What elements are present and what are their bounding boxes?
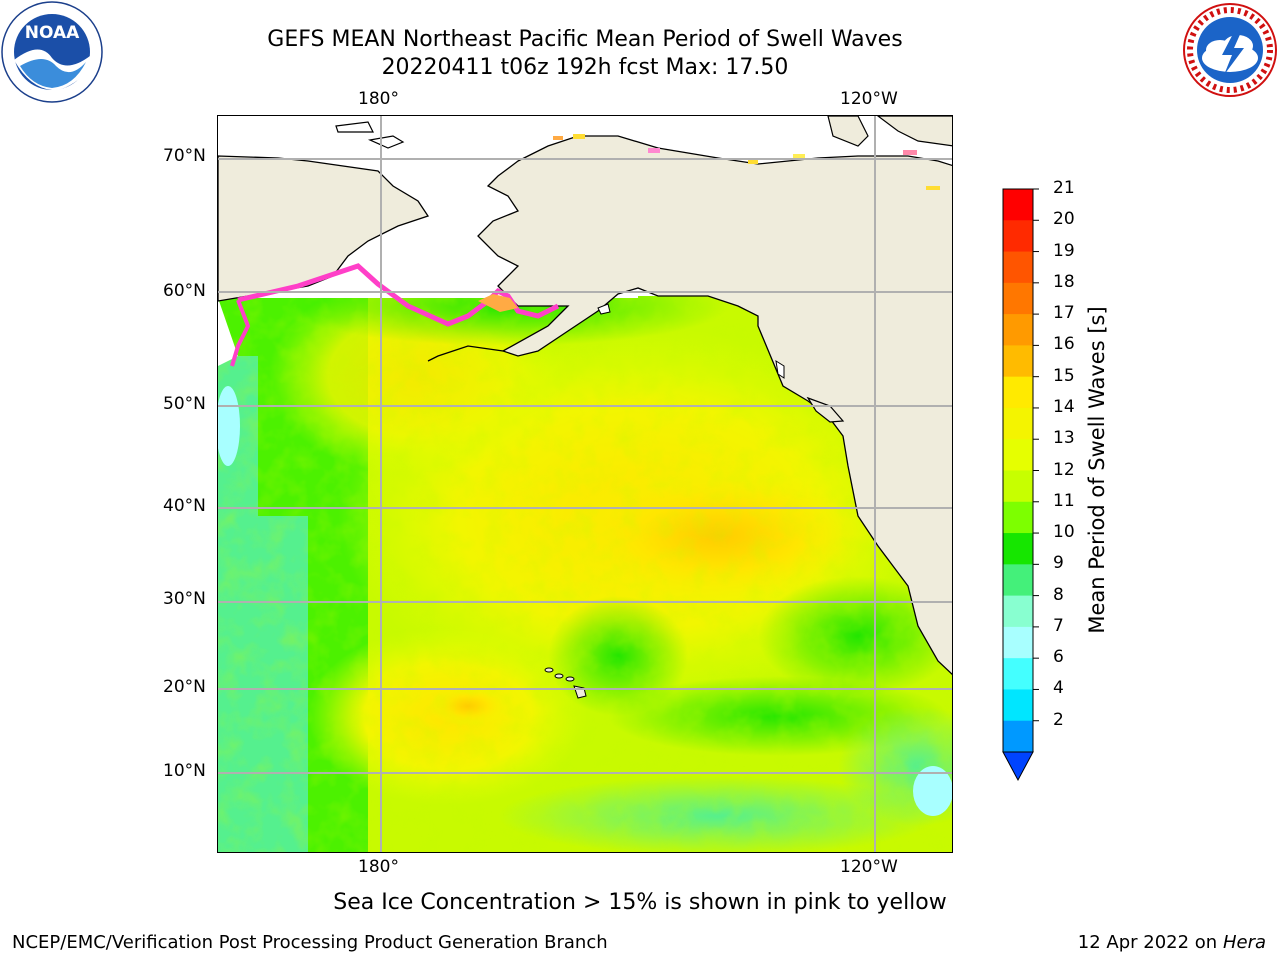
land-arctic-island-2 <box>877 116 952 147</box>
land-north-america <box>477 135 952 676</box>
colorbar-segment <box>1003 533 1033 565</box>
noaa-logo: NOAA <box>0 0 104 104</box>
chart-title: GEFS MEAN Northeast Pacific Mean Period … <box>267 27 903 52</box>
colorbar-tick-label: 2 <box>1053 709 1064 730</box>
colorbar-tick-label: 4 <box>1053 678 1064 699</box>
colorbar-tick-label: 17 <box>1053 303 1075 324</box>
colorbar-segment <box>1003 658 1033 690</box>
lat-tick-30n: 30°N <box>163 589 206 609</box>
kodiak-island <box>597 303 611 315</box>
colorbar-tick-label: 19 <box>1053 240 1075 261</box>
colorbar-tick-label: 14 <box>1053 396 1075 417</box>
colorbar-segment <box>1003 564 1033 597</box>
colorbar-segment <box>1003 407 1033 440</box>
svg-text:NOAA: NOAA <box>25 23 80 43</box>
sea-ice-patch-bristol <box>478 294 518 312</box>
lon-tick-top-120w: 120°W <box>840 89 898 109</box>
sea-ice-arctic-coast <box>553 134 940 190</box>
nws-logo <box>1180 0 1280 100</box>
sea-ice-caption: Sea Ice Concentration > 15% is shown in … <box>333 890 947 915</box>
colorbar-segment <box>1003 345 1033 378</box>
chart-subtitle: 20220411 t06z 192h fcst Max: 17.50 <box>381 55 789 80</box>
lat-tick-50n: 50°N <box>163 394 206 414</box>
lon-tick-bottom-180: 180° <box>358 857 399 877</box>
no-data-west <box>218 298 238 366</box>
land-arctic-island <box>827 116 869 147</box>
lat-tick-60n: 60°N <box>163 281 206 301</box>
colorbar-segment <box>1003 251 1033 284</box>
map-panel <box>217 115 953 853</box>
colorbar-tick-label: 20 <box>1053 209 1075 230</box>
lat-tick-40n: 40°N <box>163 496 206 516</box>
colorbar-segment <box>1003 376 1033 409</box>
colorbar-label: Mean Period of Swell Waves [s] <box>1085 306 1109 634</box>
colorbar-tick-label: 13 <box>1053 428 1075 449</box>
colorbar-segment <box>1003 595 1033 628</box>
lon-tick-top-180: 180° <box>358 89 399 109</box>
colorbar-tick-label: 7 <box>1053 615 1064 636</box>
colorbar-segment <box>1003 189 1033 221</box>
lat-tick-70n: 70°N <box>163 146 206 166</box>
colorbar <box>1000 185 1080 785</box>
st-lawrence-island <box>335 121 374 133</box>
colorbar-tick-label: 11 <box>1053 490 1075 511</box>
cyan-spot-southeast <box>913 766 952 816</box>
colorbar-tick-label: 16 <box>1053 334 1075 355</box>
aleutian-chain <box>427 345 504 362</box>
colorbar-tick-label: 8 <box>1053 584 1064 605</box>
footer-date-text: 12 Apr 2022 on <box>1077 932 1223 953</box>
colorbar-tick-label: 15 <box>1053 365 1075 386</box>
sea-ice-edge <box>237 263 560 327</box>
colorbar-ticks: 21 20 19 18 17 16 15 14 13 12 11 10 9 8 7 6 4 2 <box>1048 178 1088 770</box>
colorbar-tick-label: 6 <box>1053 647 1064 668</box>
lon-tick-bottom-120w: 120°W <box>840 857 898 877</box>
footer-credit: NCEP/EMC/Verification Post Processing Pr… <box>12 932 608 953</box>
colorbar-tick-label: 10 <box>1053 522 1075 543</box>
colorbar-extension <box>1002 751 1034 782</box>
colorbar-segment <box>1003 689 1033 722</box>
colorbar-segment <box>1003 626 1033 659</box>
lat-tick-10n: 10°N <box>163 761 206 781</box>
colorbar-segment <box>1003 501 1033 534</box>
colorbar-graphic <box>1002 188 1039 782</box>
swell-period-map <box>218 116 952 852</box>
colorbar-tick-label: 21 <box>1053 178 1075 198</box>
footer-host: Hera <box>1222 932 1266 953</box>
lat-tick-20n: 20°N <box>163 677 206 697</box>
colorbar-segment <box>1003 439 1033 471</box>
footer-date: 12 Apr 2022 on Hera <box>1078 932 1266 953</box>
colorbar-segment <box>1003 470 1033 503</box>
colorbar-tick-label: 9 <box>1053 553 1064 574</box>
colorbar-segment <box>1003 314 1033 346</box>
colorbar-tick-label: 12 <box>1053 459 1075 480</box>
colorbar-segment <box>1003 720 1033 753</box>
sea-ice-edge-west <box>230 299 251 367</box>
vancouver-island <box>806 396 845 423</box>
graticule <box>218 116 952 852</box>
colorbar-segment <box>1003 282 1033 315</box>
colorbar-segment <box>1003 220 1033 253</box>
haida-gwaii <box>775 359 785 379</box>
colorbar-tick-label: 18 <box>1053 271 1075 292</box>
